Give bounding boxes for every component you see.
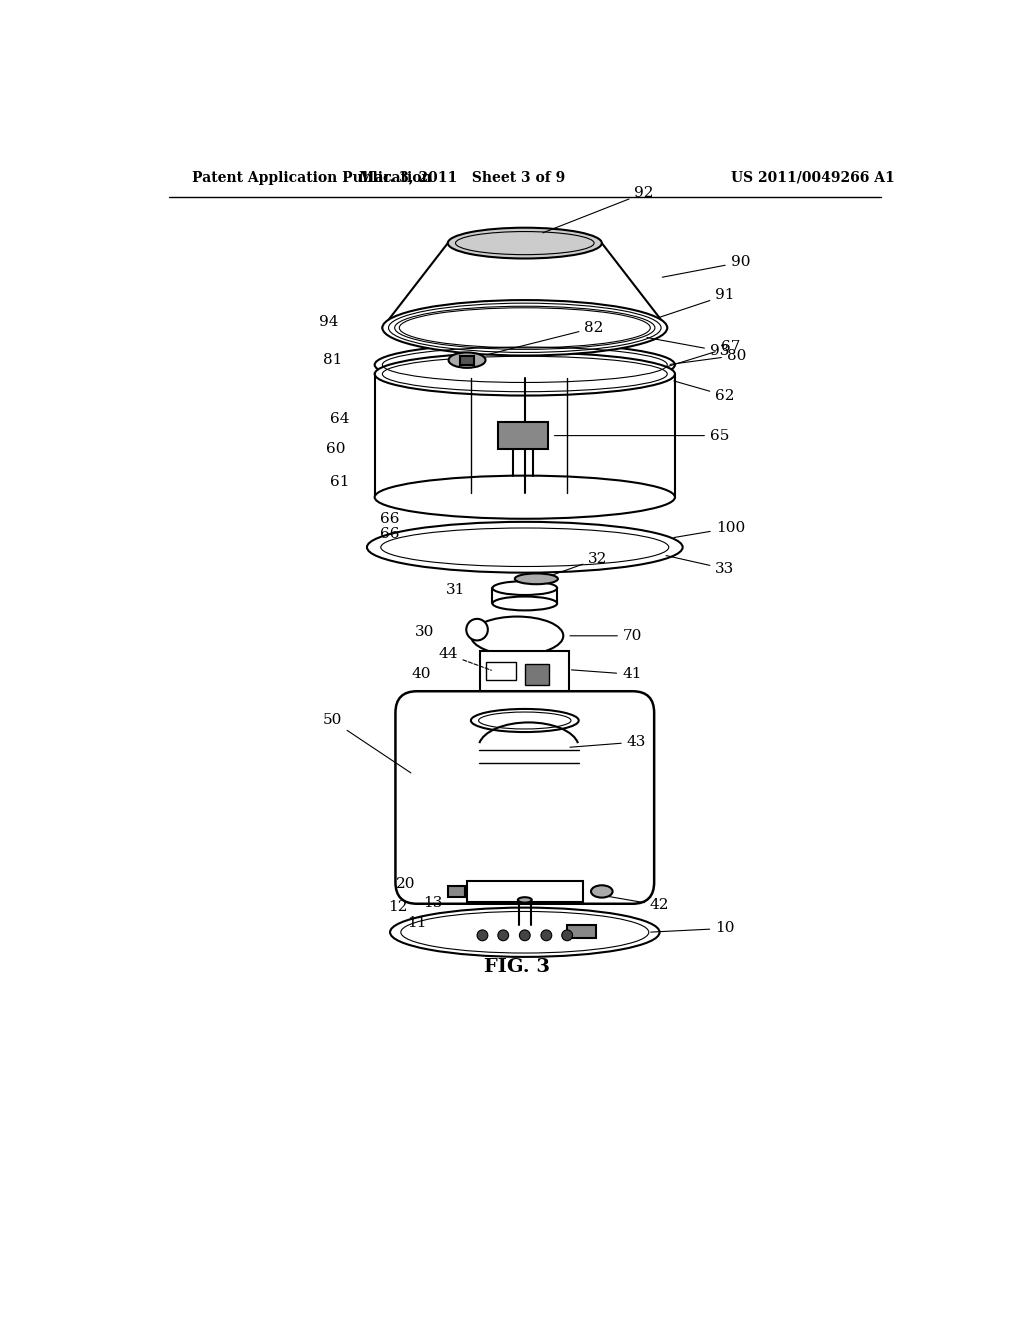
Text: 61: 61 <box>331 475 350 488</box>
Text: 60: 60 <box>327 442 346 457</box>
Text: 94: 94 <box>318 314 338 329</box>
Bar <box>486 663 515 681</box>
Text: 62: 62 <box>674 381 735 403</box>
Bar <box>467 880 583 903</box>
FancyBboxPatch shape <box>395 692 654 904</box>
Ellipse shape <box>493 581 557 595</box>
Bar <box>480 651 568 692</box>
Text: 65: 65 <box>555 429 729 442</box>
Text: 40: 40 <box>411 668 431 681</box>
Text: 32: 32 <box>545 552 607 578</box>
Text: 13: 13 <box>423 896 442 909</box>
Ellipse shape <box>471 616 563 655</box>
Ellipse shape <box>449 352 485 368</box>
Text: Patent Application Publication: Patent Application Publication <box>193 170 432 185</box>
Text: 93: 93 <box>647 338 729 358</box>
Ellipse shape <box>591 886 612 898</box>
Circle shape <box>519 929 530 941</box>
Ellipse shape <box>447 227 602 259</box>
Bar <box>524 664 550 685</box>
Text: 42: 42 <box>604 896 670 912</box>
Text: 64: 64 <box>331 412 350 425</box>
Ellipse shape <box>493 597 557 610</box>
Ellipse shape <box>367 521 683 573</box>
Text: US 2011/0049266 A1: US 2011/0049266 A1 <box>731 170 895 185</box>
Text: 90: 90 <box>663 255 751 277</box>
Text: 20: 20 <box>395 876 415 891</box>
Circle shape <box>562 929 572 941</box>
Text: 92: 92 <box>543 186 654 232</box>
Text: 81: 81 <box>323 354 342 367</box>
Ellipse shape <box>375 475 675 519</box>
Text: 44: 44 <box>438 647 492 671</box>
Text: 80: 80 <box>670 348 746 364</box>
Text: 100: 100 <box>674 521 745 537</box>
Bar <box>498 422 548 449</box>
Text: 31: 31 <box>445 582 465 597</box>
Ellipse shape <box>382 300 668 355</box>
Ellipse shape <box>471 709 579 733</box>
Bar <box>567 924 596 939</box>
Circle shape <box>477 929 487 941</box>
Text: 82: 82 <box>486 321 604 355</box>
Text: 67: 67 <box>666 341 740 367</box>
Text: 41: 41 <box>571 668 642 681</box>
Text: 91: 91 <box>658 289 735 318</box>
Ellipse shape <box>375 352 675 396</box>
Text: 70: 70 <box>570 628 642 643</box>
Bar <box>460 355 474 364</box>
Ellipse shape <box>375 343 675 387</box>
Text: 33: 33 <box>666 556 734 576</box>
Text: 12: 12 <box>388 900 408 913</box>
Text: 10: 10 <box>651 921 735 936</box>
Circle shape <box>541 929 552 941</box>
Ellipse shape <box>390 908 659 957</box>
Text: 11: 11 <box>408 916 427 931</box>
Circle shape <box>498 929 509 941</box>
Bar <box>447 886 465 896</box>
Text: 66: 66 <box>380 527 399 541</box>
Text: 30: 30 <box>415 624 434 639</box>
Text: FIG. 3: FIG. 3 <box>484 958 550 975</box>
Text: 50: 50 <box>323 714 411 772</box>
Text: 43: 43 <box>570 735 646 748</box>
Text: 66: 66 <box>380 512 399 525</box>
Text: Mar. 3, 2011   Sheet 3 of 9: Mar. 3, 2011 Sheet 3 of 9 <box>358 170 565 185</box>
Ellipse shape <box>518 898 531 903</box>
Ellipse shape <box>515 573 558 585</box>
Circle shape <box>466 619 487 640</box>
